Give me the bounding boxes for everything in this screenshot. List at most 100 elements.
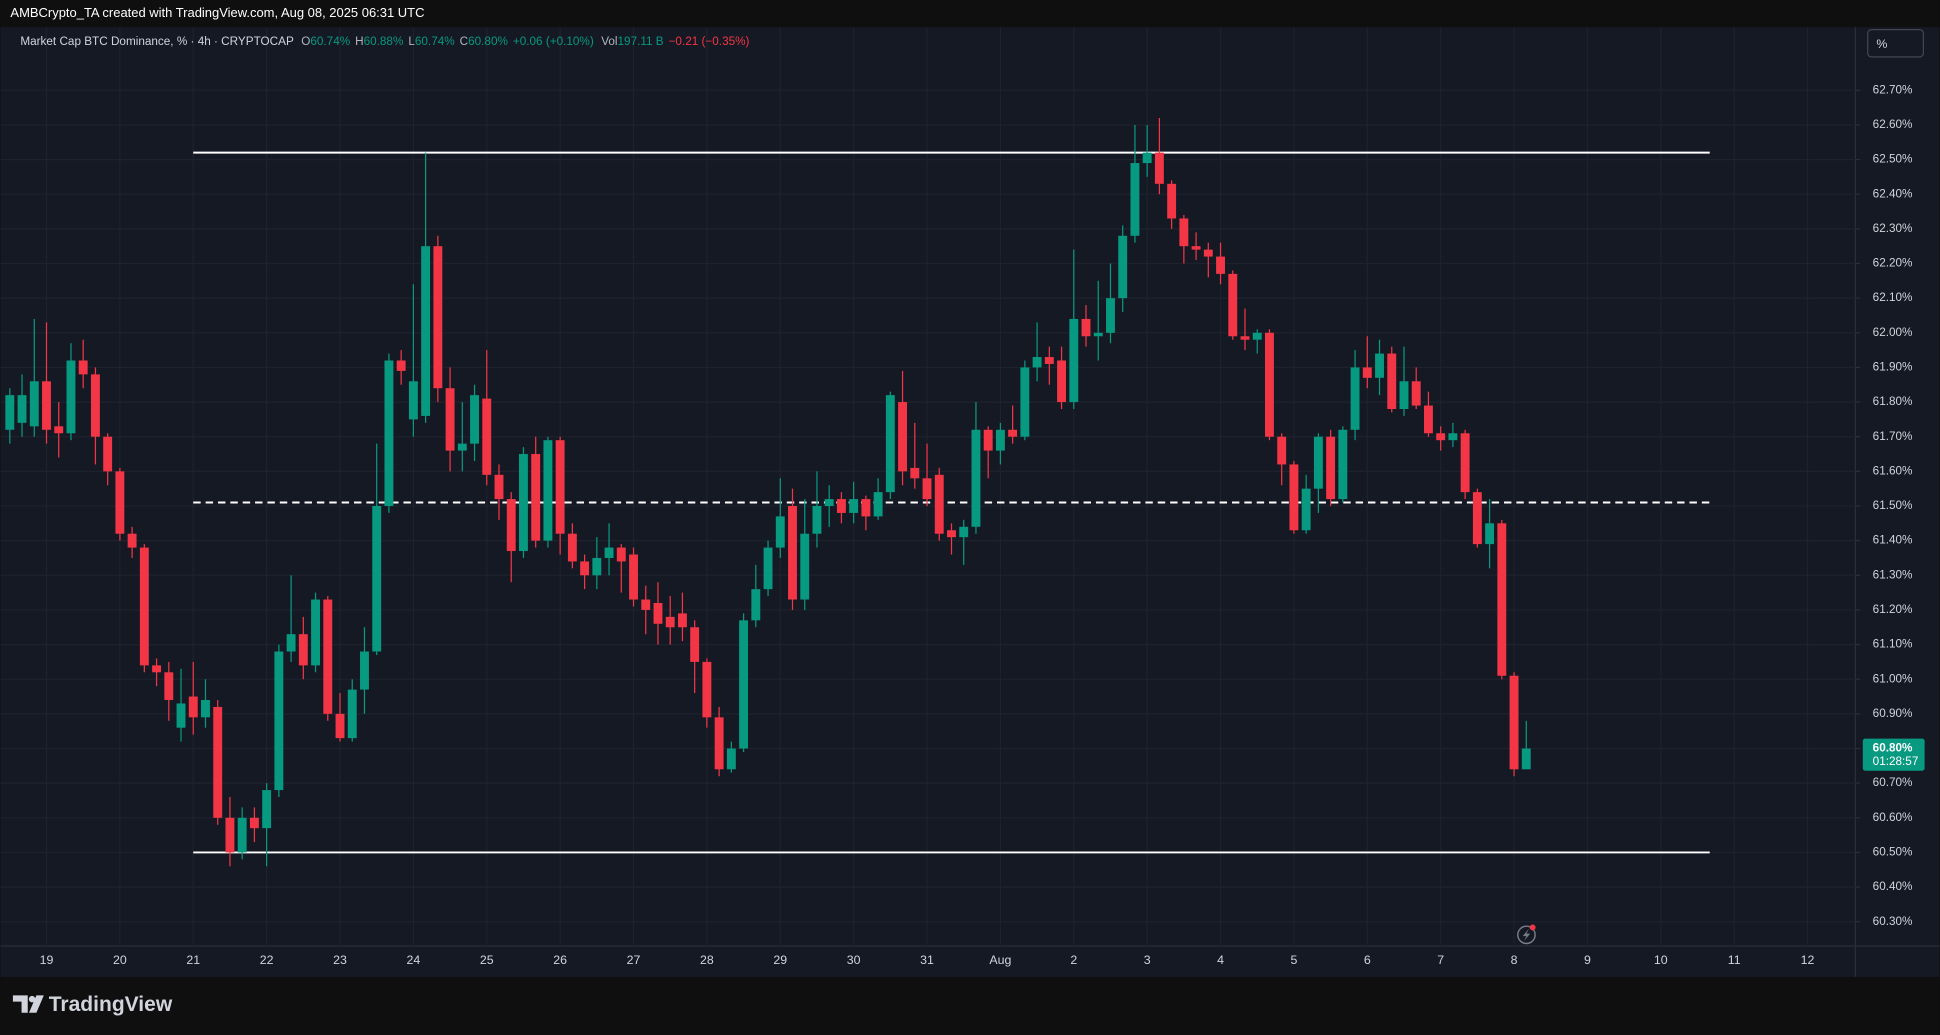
icon-ring <box>1517 925 1536 945</box>
candle-body <box>653 603 663 624</box>
brand-logo <box>12 995 44 1013</box>
y-tick-label: 62.30% <box>1873 222 1913 235</box>
candle-body <box>445 388 455 451</box>
candle-body <box>360 651 369 690</box>
candle-body <box>1020 367 1030 437</box>
candle-body <box>543 440 553 541</box>
candle-body <box>592 557 602 576</box>
x-tick-label: 12 <box>1801 953 1815 967</box>
y-tick-label: 60.90% <box>1873 707 1913 720</box>
x-tick-label: 26 <box>553 953 567 967</box>
candle-body <box>1106 298 1115 333</box>
candle-body <box>947 530 956 538</box>
last-price-label: 60.80% <box>1873 742 1913 755</box>
candle-body <box>616 547 626 562</box>
candle-body <box>641 599 651 610</box>
candle-body <box>580 561 590 576</box>
candle-body <box>1093 332 1103 337</box>
candle-body <box>298 634 308 666</box>
candle-body <box>274 651 284 791</box>
candle-body <box>482 398 492 475</box>
y-tick-label: 61.10% <box>1873 638 1913 651</box>
icon-dot <box>1529 924 1536 931</box>
candle-body <box>739 620 749 749</box>
legend-value: 60.74% <box>415 35 455 48</box>
legend-key: C <box>460 35 469 48</box>
candle-body <box>1509 675 1519 770</box>
candle-body <box>983 429 993 451</box>
lightning-icon[interactable] <box>1517 924 1536 945</box>
candle-body <box>1399 381 1409 410</box>
candle-body <box>1142 152 1152 164</box>
y-tick-label: 61.60% <box>1873 464 1913 477</box>
candle-body <box>788 506 797 600</box>
x-tick-label: 2 <box>1070 953 1077 967</box>
candle-body <box>1472 492 1482 545</box>
y-tick-label: 61.90% <box>1873 361 1913 374</box>
candle-body <box>249 817 259 829</box>
candle-body <box>1216 256 1225 274</box>
candle-body <box>812 506 822 534</box>
candle-body <box>1423 405 1433 434</box>
candle-body <box>1362 367 1372 378</box>
candle-body <box>1350 367 1360 430</box>
y-tick-label: 62.60% <box>1873 118 1913 131</box>
legend-volume-change: −0.21 (−0.35%) <box>669 35 750 48</box>
candle-body <box>103 436 113 472</box>
candle-body <box>1277 436 1287 465</box>
candle-body <box>1191 246 1201 250</box>
x-tick-label: 19 <box>40 953 54 967</box>
candle-body <box>5 395 15 430</box>
candle-body <box>1032 357 1042 368</box>
candle-body <box>1301 488 1311 531</box>
candle-body <box>1044 357 1054 364</box>
candle-body <box>262 790 272 829</box>
scale-button-label[interactable]: % <box>1876 37 1887 51</box>
x-tick-label: 31 <box>920 953 934 967</box>
candle-body <box>152 665 162 673</box>
logo-slash <box>28 995 44 1013</box>
candle-body <box>1521 748 1531 770</box>
candle-body <box>90 374 100 437</box>
y-tick-label: 61.30% <box>1873 568 1913 581</box>
x-tick-label: 3 <box>1144 953 1151 967</box>
candle-body <box>1313 436 1323 489</box>
candle-body <box>898 402 908 472</box>
candle-body <box>885 395 895 493</box>
x-tick-label: 9 <box>1584 953 1591 967</box>
legend-value: 60.74% <box>310 35 350 48</box>
candle-body <box>677 613 687 628</box>
legend-title: Market Cap BTC Dominance, % · 4h · CRYPT… <box>20 35 294 48</box>
candle-body <box>1252 332 1262 340</box>
x-tick-label: 29 <box>773 953 787 967</box>
candle-body <box>995 429 1005 451</box>
candle-body <box>286 634 296 652</box>
axes: 60.30% 60.40% 60.50% 60.60% 60.70% 60.80% 60.9… <box>40 83 1925 967</box>
attribution: AMBCrypto_TA created with TradingView.co… <box>10 5 424 20</box>
y-tick-label: 62.10% <box>1873 291 1913 304</box>
x-tick-label: 11 <box>1728 953 1741 967</box>
y-tick-label: 60.60% <box>1873 811 1913 824</box>
scale-button[interactable] <box>1867 29 1925 58</box>
x-tick-label: Aug <box>989 953 1011 967</box>
grid <box>0 27 1856 946</box>
candle-body <box>225 817 235 853</box>
candle-body <box>1326 436 1336 500</box>
candle-body <box>433 246 443 389</box>
candle-body <box>1460 433 1470 493</box>
candle-body <box>1497 523 1507 676</box>
candle-body <box>54 426 64 434</box>
candle-body <box>1069 318 1079 403</box>
candle-body <box>396 360 406 371</box>
candle-body <box>1240 336 1250 340</box>
brand: TradingView <box>49 993 173 1016</box>
candle-body <box>1265 332 1274 437</box>
candles <box>5 118 1531 867</box>
legend-volume: 197.11 B <box>618 35 664 48</box>
candle-body <box>127 533 137 548</box>
candle-body <box>959 526 969 538</box>
candle-body <box>861 499 871 517</box>
countdown: 01:28:57 <box>1873 755 1919 768</box>
x-tick-label: 7 <box>1437 953 1444 967</box>
